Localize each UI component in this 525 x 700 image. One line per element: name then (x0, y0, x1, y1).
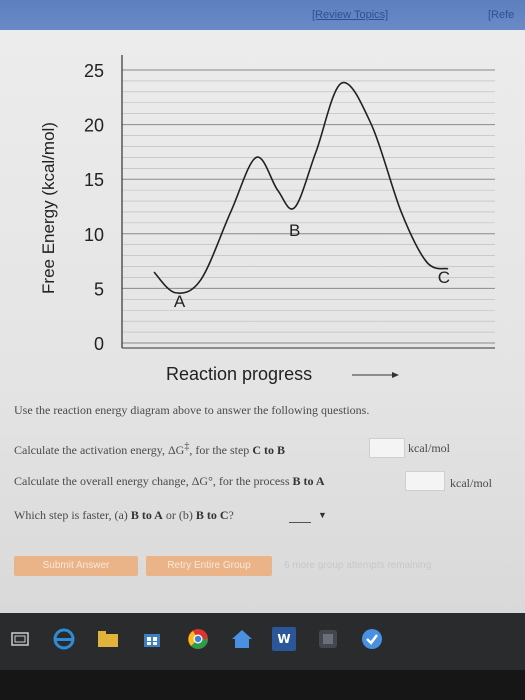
point-label-c: C (438, 268, 450, 287)
q1-unit: kcal/mol (408, 441, 450, 455)
q2-unit: kcal/mol (450, 476, 492, 490)
y-tick-label: 0 (94, 334, 104, 354)
q3-text: Which step is faster, (a) (14, 508, 128, 522)
y-tick-label: 10 (84, 225, 104, 245)
q1-text: Calculate the activation energy, ΔG (14, 443, 185, 457)
y-tick-label: 25 (84, 61, 104, 81)
q2-process-label: B to A (292, 474, 325, 488)
q3-option-a: B to A (130, 508, 163, 522)
task-view-icon[interactable] (8, 627, 32, 651)
q1-text-2: , for the step (189, 443, 250, 457)
activation-energy-input[interactable] (369, 438, 405, 458)
review-topics-link[interactable]: [Review Topics] (312, 9, 389, 21)
energy-diagram: 0 5 10 15 20 25 Free Energy (kcal/mol) A B C Re… (39, 55, 495, 384)
select-underline (289, 522, 311, 523)
q3-or-text: or (b) (165, 508, 193, 522)
q1-double-dagger: ‡ (184, 441, 190, 452)
point-label-b: B (289, 221, 300, 240)
x-axis-arrow-head (392, 372, 399, 378)
question-overall-energy-change: Calculate the overall energy change, ΔG°… (14, 474, 325, 489)
word-icon-label: W (277, 632, 291, 646)
word-icon[interactable]: W (272, 627, 296, 651)
question-panel (0, 30, 525, 613)
attempts-remaining-text: 6 more group attempts remaining (284, 560, 432, 571)
q3-question-mark: ? (228, 508, 234, 522)
check-app-icon[interactable] (360, 627, 384, 651)
store-icon[interactable] (140, 627, 164, 651)
energy-curve (153, 81, 449, 294)
question-faster-step: Which step is faster, (a) B to A or (b) … (14, 508, 234, 523)
app-icon-dark[interactable] (316, 627, 340, 651)
x-axis-title: Reaction progress (166, 364, 312, 384)
file-explorer-icon[interactable] (96, 627, 120, 651)
instructions-text: Use the reaction energy diagram above to… (14, 403, 370, 417)
chrome-icon[interactable] (186, 627, 210, 651)
chevron-down-icon: ▼ (318, 510, 327, 520)
q2-text: Calculate the overall energy change, ΔG°… (14, 474, 290, 488)
refresh-link[interactable]: [Refe (488, 9, 515, 21)
point-label-a: A (174, 292, 186, 311)
edge-browser-icon[interactable] (52, 627, 76, 651)
retry-entire-group-button[interactable]: Retry Entire Group (146, 556, 272, 576)
q1-step-label: C to B (252, 443, 285, 457)
windows-taskbar: W (0, 613, 525, 670)
top-navigation-bar: [Review Topics] [Refe (0, 0, 525, 30)
y-tick-label: 5 (94, 279, 104, 299)
y-tick-label: 15 (84, 170, 104, 190)
question-activation-energy: Calculate the activation energy, ΔG‡, fo… (14, 441, 285, 458)
y-tick-label: 20 (84, 116, 104, 136)
home-icon[interactable] (230, 627, 254, 651)
q3-option-b: B to C (195, 508, 229, 522)
submit-answer-button[interactable]: Submit Answer (14, 556, 138, 576)
faster-step-select[interactable]: ▼ (289, 508, 333, 524)
y-axis-title: Free Energy (kcal/mol) (39, 122, 58, 294)
overall-energy-change-input[interactable] (405, 471, 445, 491)
